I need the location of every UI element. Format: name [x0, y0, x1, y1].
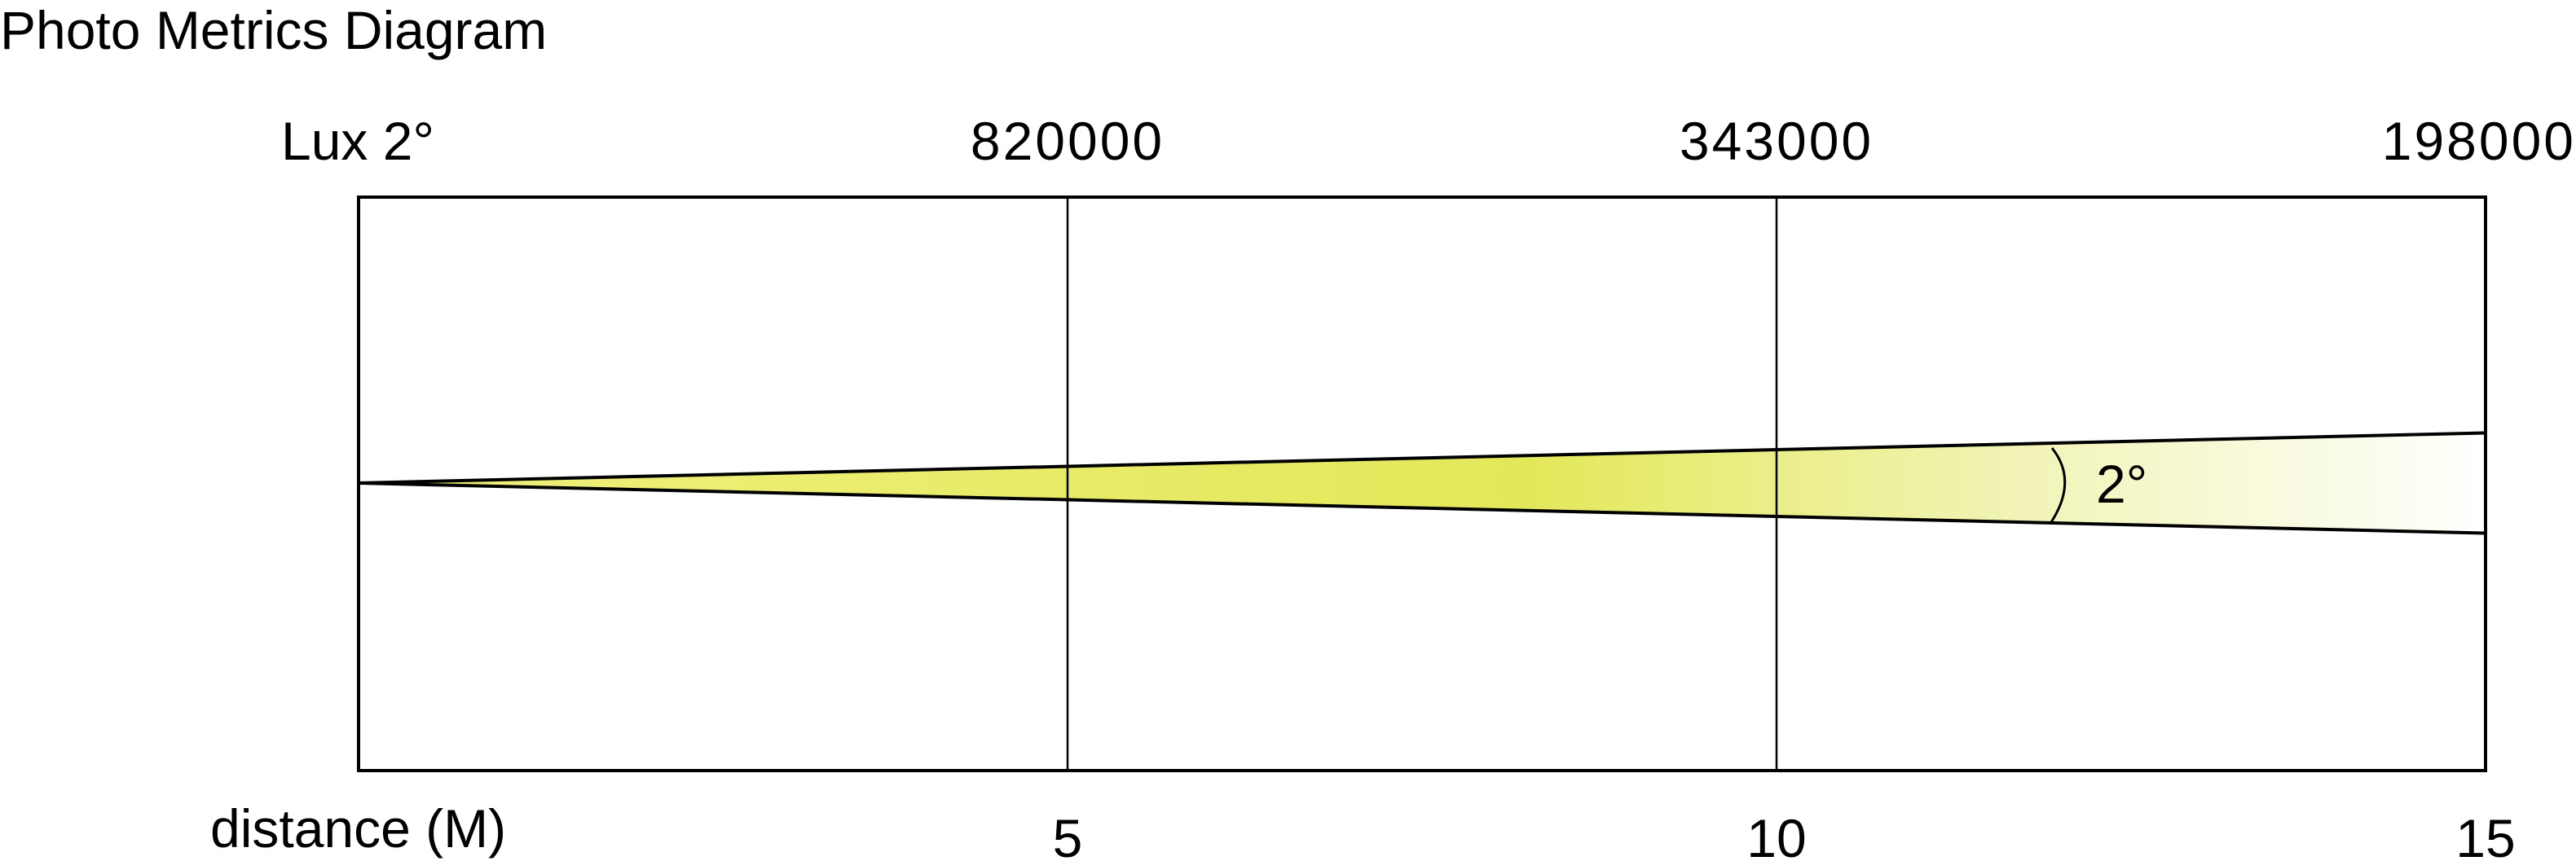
angle-arc: [2050, 447, 2067, 523]
beam-angle-label: 2°: [2096, 454, 2147, 514]
x-tick-label: 15: [2455, 808, 2515, 861]
chart-title: Photo Metrics Diagram: [0, 0, 547, 60]
lux-value-label: 820000: [971, 111, 1165, 171]
lux-label: Lux 2°: [281, 111, 434, 171]
beam-edge-bottom: [358, 481, 2486, 535]
light-beam: [359, 433, 2486, 534]
x-axis-label: distance (M): [210, 798, 506, 859]
lux-value-label: 198000: [2382, 111, 2576, 171]
x-tick-label: 10: [1746, 808, 1806, 861]
x-tick-label: 5: [1053, 808, 1083, 861]
lux-value-label: 343000: [1680, 111, 1874, 171]
beam-edge-top: [358, 431, 2486, 485]
